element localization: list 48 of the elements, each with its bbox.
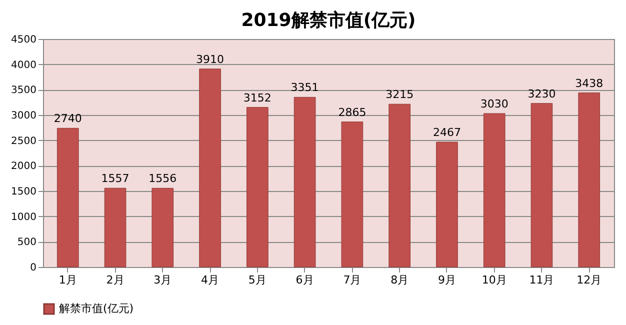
bar	[56, 128, 79, 268]
bar	[341, 122, 364, 268]
x-tick-label: 8月	[390, 274, 409, 286]
data-label: 3215	[386, 88, 414, 102]
data-label: 3030	[480, 97, 508, 110]
data-label: 2865	[338, 106, 366, 119]
data-label: 2467	[432, 126, 461, 140]
data-label: 2740	[54, 112, 82, 126]
x-tick-label: 5月	[248, 274, 266, 286]
y-tick-label: 2500	[11, 136, 36, 147]
x-tick-label: 1月	[58, 274, 77, 286]
x-tick-label: 4月	[201, 274, 220, 286]
bar	[152, 188, 174, 268]
bar	[246, 107, 268, 268]
bar	[388, 104, 410, 268]
data-label: 1556	[148, 172, 177, 186]
x-tick-label: 11月	[529, 274, 554, 286]
x-tick-label: 12月	[576, 274, 602, 286]
legend-label: 解禁市值(亿元)	[59, 302, 134, 315]
data-label: 3230	[528, 87, 556, 100]
bar	[436, 142, 458, 268]
bar	[199, 68, 221, 268]
x-tick-label: 9月	[438, 274, 456, 286]
bar	[578, 92, 600, 268]
bar	[483, 113, 506, 268]
bar	[530, 103, 553, 268]
data-label: 1557	[101, 172, 130, 186]
y-tick-label: 500	[17, 237, 36, 248]
y-tick-label: 3000	[11, 110, 36, 122]
bar	[294, 96, 316, 268]
x-tick-label: 3月	[154, 274, 172, 286]
data-label: 3910	[196, 52, 224, 66]
y-tick-label: 3500	[11, 85, 36, 96]
chart-title: 2019解禁市值(亿元)	[241, 10, 416, 31]
y-tick-label: 2000	[11, 161, 36, 172]
x-tick-label: 6月	[296, 274, 314, 286]
y-tick-label: 4500	[11, 34, 36, 46]
x-tick-label: 7月	[343, 274, 362, 286]
data-label: 3152	[243, 91, 272, 104]
data-label: 3438	[575, 76, 604, 90]
x-tick-label: 2月	[106, 274, 124, 286]
x-tick-label: 10月	[482, 274, 507, 286]
y-tick-label: 1000	[11, 212, 36, 223]
data-label: 3351	[290, 81, 319, 94]
bar	[104, 188, 126, 268]
y-tick-label: 4000	[11, 60, 36, 71]
y-tick-label: 1500	[11, 186, 36, 198]
y-tick-label: 0	[30, 262, 36, 274]
